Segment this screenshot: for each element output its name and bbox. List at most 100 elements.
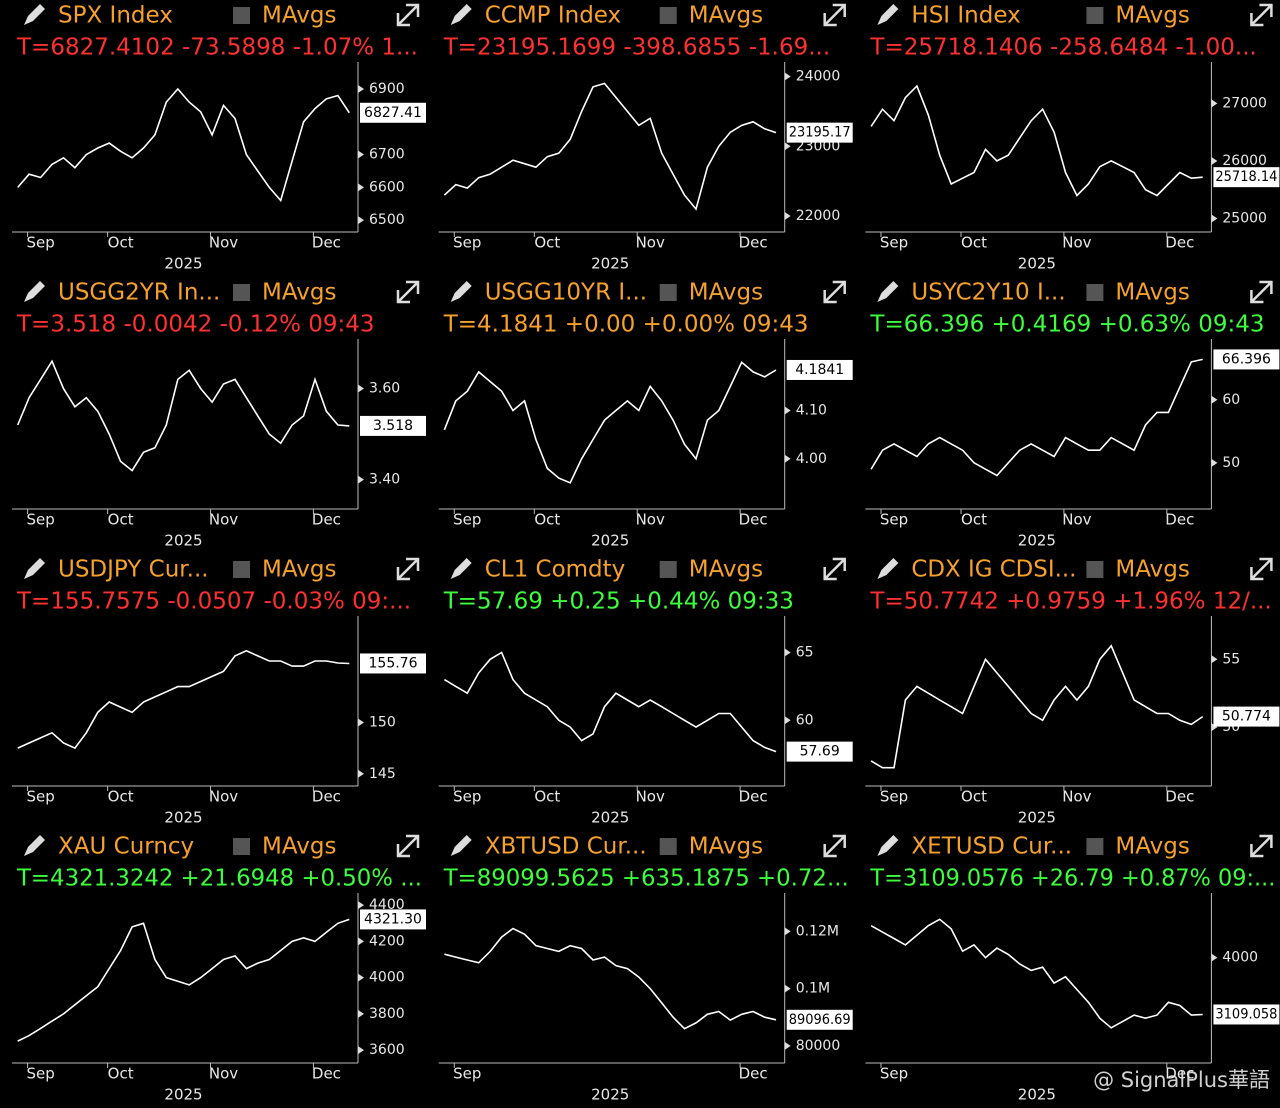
edit-icon[interactable] [877,4,899,25]
x-tick-label: Oct [961,788,987,806]
x-tick-label: Oct [108,788,134,806]
toggle-label[interactable]: MAvgs [689,3,763,29]
toggle-box[interactable] [659,838,677,855]
edit-icon[interactable] [24,4,45,25]
watermark: @ SignalPlus華語 [1093,1068,1270,1092]
y-tick [1211,458,1218,467]
expand-icon[interactable] [1250,834,1273,858]
x-axis-label: 2025 [591,532,629,550]
chart-title[interactable]: USGG2YR In... [58,280,220,306]
y-tick [358,901,364,910]
last-price-flag [360,415,426,436]
chart-panel: CDX IG CDSI... MAvgs T=50.7742 +0.9759 +1.… [865,557,1280,827]
y-tick [358,84,364,93]
x-tick-label: Sep [26,788,54,806]
toggle-label[interactable]: MAvgs [689,834,763,860]
y-tick-label: 6900 [369,81,405,97]
chart-title[interactable]: USYC2Y10 I... [911,280,1065,306]
edit-icon[interactable] [450,281,472,302]
chart-title[interactable]: CDX IG CDSI... [911,557,1076,583]
toggle-box[interactable] [1086,561,1104,578]
y-tick [784,984,791,993]
edit-icon[interactable] [450,4,472,25]
chart-panel: USYC2Y10 I... MAvgs T=66.396 +0.4169 +0.63… [865,280,1280,550]
toggle-label[interactable]: MAvgs [1115,557,1189,583]
y-tick-label: 24000 [796,68,841,84]
x-tick-label: Sep [453,234,481,252]
edit-icon[interactable] [24,558,45,579]
toggle-label[interactable]: MAvgs [1115,280,1189,306]
expand-icon[interactable] [1250,280,1273,304]
expand-icon[interactable] [823,3,846,27]
y-tick-label: 27000 [1222,95,1267,111]
chart-title[interactable]: CL1 Comdty [485,557,626,583]
toggle-box[interactable] [233,838,250,855]
expand-icon[interactable] [396,280,420,304]
chart-title[interactable]: SPX Index [58,3,173,29]
toggle-box[interactable] [233,561,250,578]
expand-icon[interactable] [823,834,846,858]
chart-title[interactable]: USGG10YR I... [485,280,647,306]
quote-line: T=155.7575 -0.0507 -0.03% 09:... [16,589,411,615]
toggle-box[interactable] [1086,838,1104,855]
toggle-label[interactable]: MAvgs [1115,3,1189,29]
last-price-flag [1213,1004,1280,1025]
chart-title[interactable]: XAU Curncy [58,834,194,860]
edit-icon[interactable] [450,835,472,856]
toggle-box[interactable] [659,284,677,301]
expand-icon[interactable] [396,3,420,27]
x-axis-label: 2025 [164,1086,202,1104]
expand-icon[interactable] [823,280,846,304]
edit-icon[interactable] [877,281,899,302]
y-tick-label: 55 [1222,651,1240,667]
toggle-box[interactable] [1086,284,1104,301]
y-tick-label: 6500 [369,212,405,228]
y-tick [1211,214,1218,223]
toggle-label[interactable]: MAvgs [262,557,336,583]
expand-icon[interactable] [1250,3,1273,27]
x-axis-label: 2025 [1018,255,1056,273]
x-axis-label: 2025 [1018,809,1056,827]
y-tick [1211,655,1218,664]
last-price-label: 89096.69 [789,1012,851,1028]
x-tick-label: Dec [312,511,341,529]
toggle-label[interactable]: MAvgs [262,834,336,860]
toggle-label[interactable]: MAvgs [1115,834,1189,860]
edit-icon[interactable] [877,558,899,579]
toggle-label[interactable]: MAvgs [689,280,763,306]
toggle-box[interactable] [659,7,677,24]
y-tick-label: 26000 [1222,153,1267,169]
expand-icon[interactable] [823,557,846,581]
y-tick-label: 25000 [1222,210,1267,226]
x-tick-label: Dec [739,788,768,806]
toggle-box[interactable] [659,561,677,578]
edit-icon[interactable] [877,835,899,856]
last-price-label: 50.774 [1222,709,1271,725]
toggle-box[interactable] [233,7,250,24]
x-tick-label: Dec [1165,1065,1194,1083]
price-line [443,361,777,484]
x-tick-label: Dec [312,234,341,252]
expand-icon[interactable] [1250,557,1273,581]
chart-title[interactable]: XETUSD Cur... [911,834,1072,860]
x-tick-label: Nov [209,1065,238,1083]
expand-icon[interactable] [396,557,420,581]
last-price-label: 23195.17 [789,125,851,141]
chart-title[interactable]: USDJPY Cur... [58,557,209,583]
toggle-box[interactable] [1086,7,1104,24]
chart-title[interactable]: HSI Index [911,3,1020,29]
y-tick [784,406,791,415]
y-tick [358,718,364,727]
y-tick-label: 80000 [796,1038,841,1054]
x-tick-label: Sep [26,1065,54,1083]
toggle-label[interactable]: MAvgs [262,3,336,29]
expand-icon[interactable] [396,834,420,858]
chart-title[interactable]: XBTUSD Cur... [485,834,647,860]
chart-title[interactable]: CCMP Index [485,3,621,29]
edit-icon[interactable] [24,835,45,856]
edit-icon[interactable] [24,281,45,302]
toggle-label[interactable]: MAvgs [689,557,763,583]
edit-icon[interactable] [450,558,472,579]
toggle-box[interactable] [233,284,250,301]
toggle-label[interactable]: MAvgs [262,280,336,306]
